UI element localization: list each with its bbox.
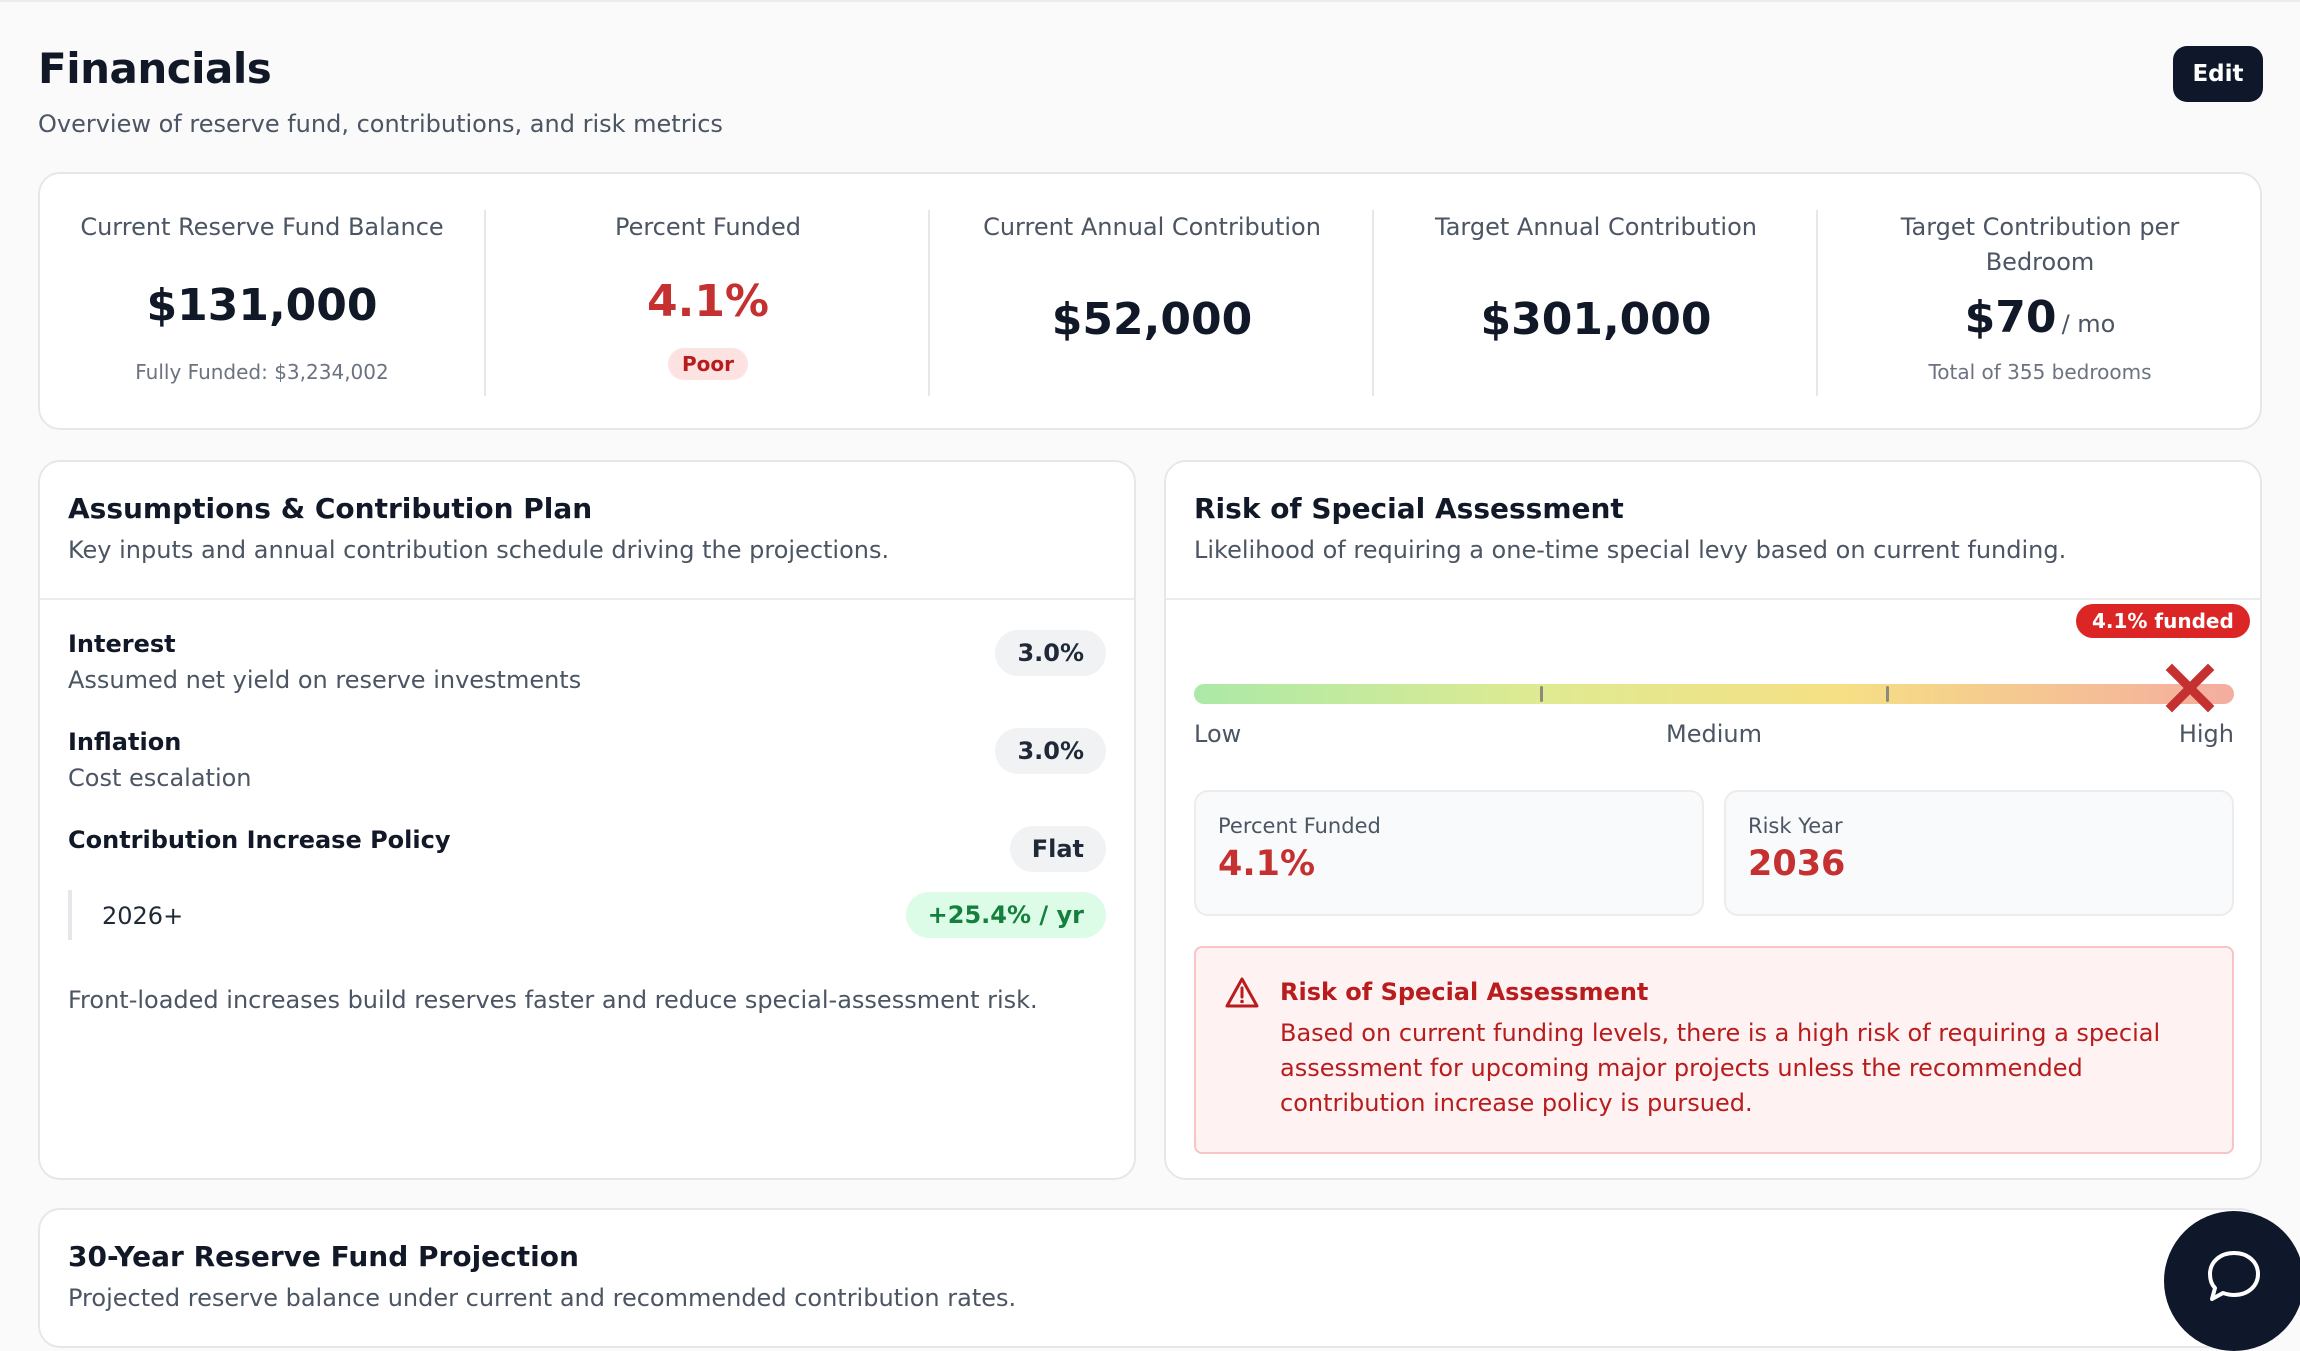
- x-marker-icon: [2165, 663, 2215, 713]
- metric-label: Target Contribution per Bedroom: [1900, 213, 2180, 276]
- risk-alert: Risk of Special Assessment Based on curr…: [1194, 946, 2234, 1154]
- card-description: Projected reserve balance under current …: [68, 1284, 1017, 1312]
- metric-target-annual-contribution: Target Annual Contribution $301,000: [1372, 210, 1818, 396]
- risk-card: Risk of Special Assessment Likelihood of…: [1164, 460, 2262, 1180]
- alert-text: Based on current funding levels, there i…: [1280, 1019, 2161, 1117]
- stat-risk-year: Risk Year 2036: [1724, 790, 2234, 916]
- divider: [1166, 598, 2260, 600]
- status-badge: Poor: [667, 348, 748, 380]
- page-title: Financials: [38, 44, 272, 93]
- policy-title: Contribution Increase Policy: [68, 826, 451, 854]
- interest-value: 3.0%: [995, 630, 1106, 676]
- funded-badge: 4.1% funded: [2076, 604, 2250, 638]
- metrics-card: Current Reserve Fund Balance $131,000 Fu…: [38, 172, 2262, 430]
- card-title: Assumptions & Contribution Plan: [68, 492, 593, 525]
- stat-percent-funded: Percent Funded 4.1%: [1194, 790, 1704, 916]
- chat-bubble-icon: [2208, 1251, 2260, 1301]
- metric-label: Percent Funded: [614, 213, 802, 241]
- card-description: Key inputs and annual contribution sched…: [68, 536, 890, 564]
- assumptions-card: Assumptions & Contribution Plan Key inpu…: [38, 460, 1136, 1180]
- metric-label: Current Annual Contribution: [983, 213, 1321, 241]
- metric-current-annual-contribution: Current Annual Contribution $52,000: [928, 210, 1374, 396]
- inflation-subtitle: Cost escalation: [68, 764, 252, 792]
- schedule-year: 2026+: [102, 902, 184, 930]
- alert-title: Risk of Special Assessment: [1280, 978, 1649, 1006]
- card-description: Likelihood of requiring a one-time speci…: [1194, 536, 2067, 564]
- metric-value: $301,000: [1480, 294, 1712, 345]
- stat-value: 4.1%: [1218, 844, 1316, 884]
- metric-label: Current Reserve Fund Balance: [80, 213, 444, 241]
- inflation-title: Inflation: [68, 728, 182, 756]
- assumptions-note: Front-loaded increases build reserves fa…: [68, 986, 1038, 1014]
- page-subtitle: Overview of reserve fund, contributions,…: [38, 110, 723, 138]
- metric-reserve-balance: Current Reserve Fund Balance $131,000 Fu…: [40, 210, 484, 396]
- divider: [40, 598, 1134, 600]
- projection-card: 30-Year Reserve Fund Projection Projecte…: [38, 1208, 2262, 1348]
- policy-value: Flat: [1009, 826, 1106, 872]
- metric-note: Total of 355 bedrooms: [1928, 360, 2152, 384]
- metric-value: 4.1%: [646, 276, 770, 327]
- interest-subtitle: Assumed net yield on reserve investments: [68, 666, 582, 694]
- meter-label-low: Low: [1194, 720, 1242, 748]
- metric-label: Target Annual Contribution: [1435, 213, 1757, 241]
- interest-title: Interest: [68, 630, 176, 658]
- stat-label: Percent Funded: [1218, 814, 1381, 838]
- metric-value: $70: [1964, 292, 2057, 343]
- edit-button[interactable]: Edit: [2173, 46, 2263, 102]
- top-divider: [0, 0, 2300, 2]
- inflation-value: 3.0%: [995, 728, 1106, 774]
- risk-meter: [1194, 684, 2234, 704]
- metric-target-per-bedroom: Target Contribution per Bedroom $70 / mo…: [1816, 210, 2262, 396]
- meter-tick: [1886, 686, 1889, 702]
- metric-note: Fully Funded: $3,234,002: [135, 360, 389, 384]
- stat-label: Risk Year: [1748, 814, 1843, 838]
- metric-percent-funded: Percent Funded 4.1% Poor: [484, 210, 930, 396]
- metric-value: $52,000: [1051, 294, 1253, 345]
- stat-value: 2036: [1748, 844, 1846, 884]
- schedule-indent-bar: [68, 890, 72, 940]
- meter-label-medium: Medium: [1666, 720, 1762, 748]
- meter-tick: [1540, 686, 1543, 702]
- metric-unit: / mo: [2061, 310, 2116, 338]
- metric-value: $131,000: [146, 280, 378, 331]
- schedule-rate-badge: +25.4% / yr: [905, 892, 1106, 938]
- card-title: 30-Year Reserve Fund Projection: [68, 1240, 579, 1273]
- warning-triangle-icon: [1225, 977, 1259, 1008]
- card-title: Risk of Special Assessment: [1194, 492, 1624, 525]
- meter-label-high: High: [2178, 720, 2234, 748]
- chat-button[interactable]: [2164, 1211, 2300, 1351]
